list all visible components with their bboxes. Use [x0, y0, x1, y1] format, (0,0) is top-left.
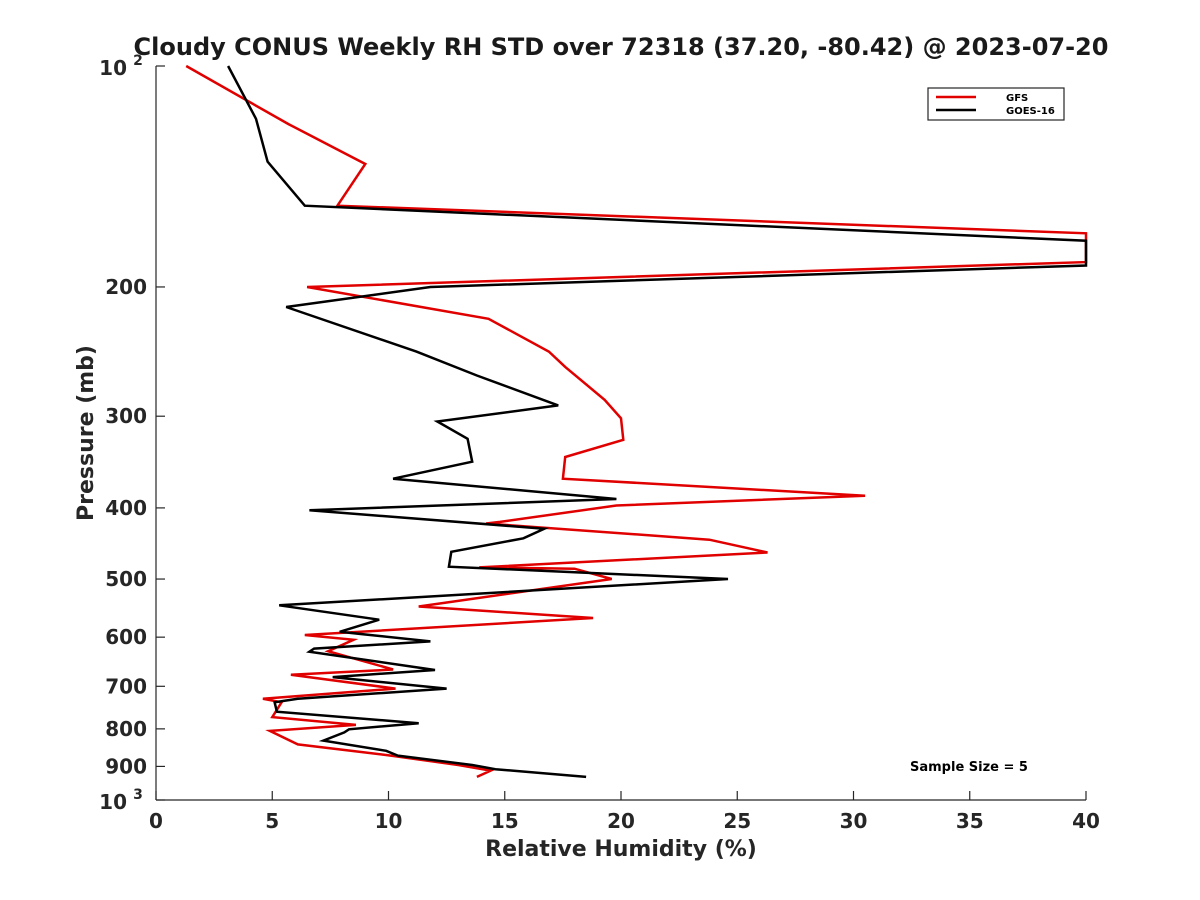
sample-size-annotation: Sample Size = 5 [910, 760, 1028, 775]
x-ticks: 0 5 10 15 20 25 30 35 40 [149, 791, 1100, 833]
y-tick-label-exponent: 3 [133, 787, 143, 803]
legend: GFS GOES-16 [927, 87, 1065, 121]
y-tick-label: 700 [105, 674, 147, 698]
x-axis-label: Relative Humidity (%) [485, 837, 757, 862]
y-tick-label: 300 [105, 404, 147, 428]
x-tick-label: 35 [956, 809, 984, 833]
y-tick-label-power: 10 2 [99, 53, 143, 80]
series-layer [185, 64, 1088, 779]
x-tick-label: 30 [840, 809, 868, 833]
plot-background [156, 66, 1086, 800]
x-tick-label: 25 [723, 809, 751, 833]
y-tick-label: 500 [105, 567, 147, 591]
y-tick-label-base: 10 [99, 790, 127, 814]
y-axis-label: Pressure (mb) [74, 345, 99, 521]
y-tick-label-power: 10 3 [99, 787, 143, 814]
chart-title: Cloudy CONUS Weekly RH STD over 72318 (3… [134, 33, 1109, 61]
y-ticks: 10 2 200 300 400 500 600 700 800 900 10 3 [99, 53, 165, 814]
series-line-goes16 [226, 65, 1088, 779]
x-tick-label: 0 [149, 809, 163, 833]
y-tick-label: 600 [105, 625, 147, 649]
y-tick-label-exponent: 2 [133, 53, 143, 69]
legend-label-gfs: GFS [1006, 93, 1028, 104]
x-tick-label: 20 [607, 809, 635, 833]
x-tick-label: 40 [1072, 809, 1100, 833]
y-tick-label: 800 [105, 717, 147, 741]
legend-box [927, 87, 1065, 121]
plot-area [156, 66, 1086, 800]
legend-label-goes16: GOES-16 [1006, 106, 1055, 117]
x-tick-label: 5 [265, 809, 279, 833]
x-tick-label: 10 [375, 809, 403, 833]
y-tick-label: 400 [105, 496, 147, 520]
x-tick-label: 15 [491, 809, 519, 833]
y-tick-label-base: 10 [99, 56, 127, 80]
y-tick-label: 900 [105, 754, 147, 778]
series-line-gfs [185, 64, 1088, 779]
y-tick-label: 200 [105, 275, 147, 299]
